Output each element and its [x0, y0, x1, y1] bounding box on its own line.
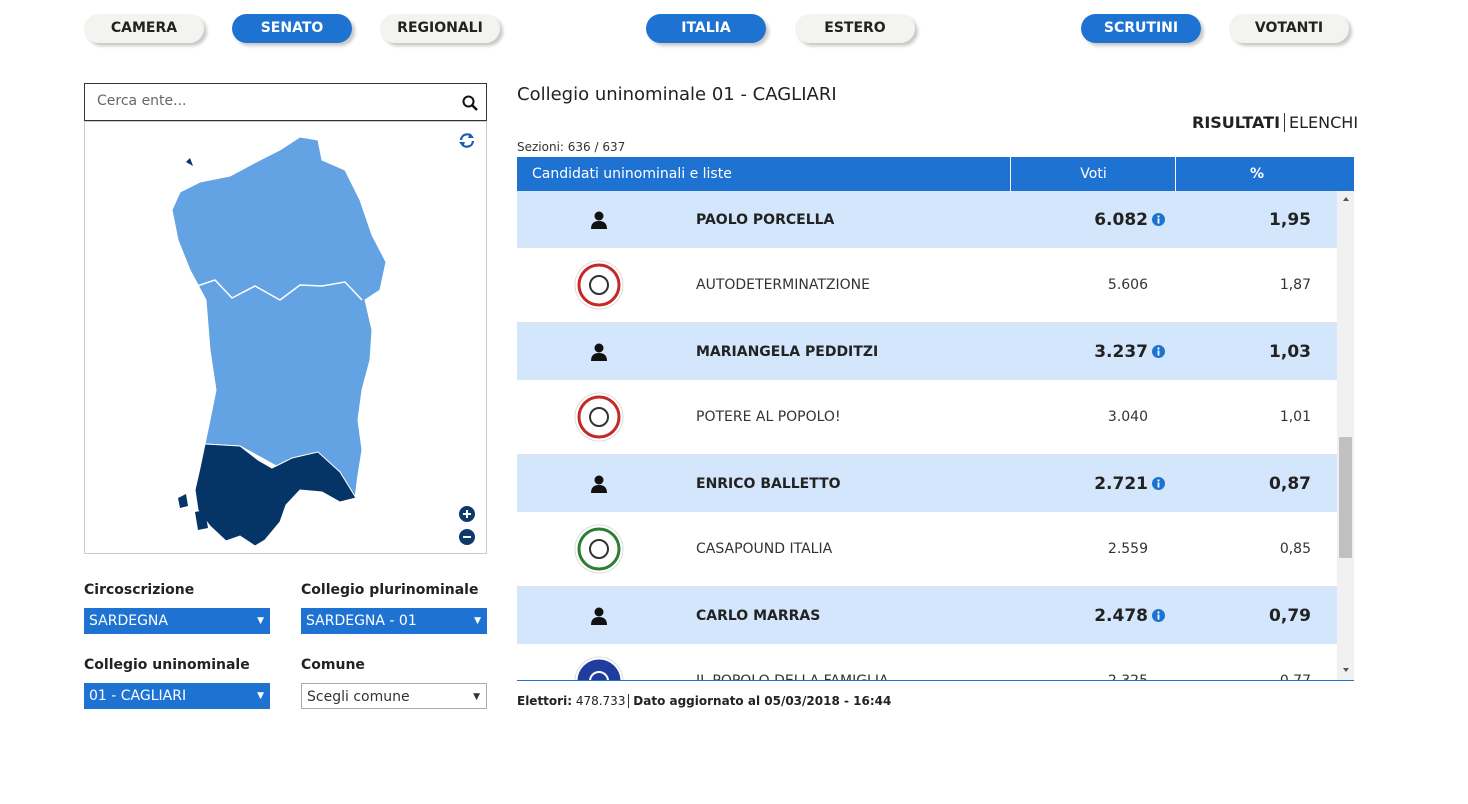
list-votes: 5.606 — [1107, 277, 1148, 293]
nav-tab[interactable]: ITALIA — [646, 14, 766, 43]
search-box[interactable]: Cerca ente... — [84, 83, 487, 121]
scroll-up[interactable] — [1343, 197, 1349, 201]
candidate-name: MARIANGELA PEDDITZI — [696, 343, 879, 360]
electors-label: Elettori: — [517, 694, 572, 708]
filter-label: Collegio uninominale — [84, 657, 250, 673]
candidate-percent: 1,03 — [1269, 341, 1311, 362]
select-arrow: ▼ — [257, 616, 264, 626]
search-icon — [462, 95, 478, 111]
select-value: SARDEGNA - 01 — [306, 613, 417, 629]
view-toggle: RISULTATI ELENCHI — [1192, 113, 1358, 132]
view-tab[interactable]: ELENCHI — [1289, 113, 1359, 132]
info-icon[interactable] — [1148, 477, 1165, 490]
scroll-down[interactable] — [1343, 668, 1349, 672]
select-value: 01 - CAGLIARI — [89, 688, 187, 704]
candidate-row: MARIANGELA PEDDITZI 3.237 1,03 — [517, 323, 1337, 380]
filter-select[interactable]: SARDEGNA - 01 ▼ — [301, 608, 487, 634]
list-row: AUTODETERMINATZIONE 5.606 1,87 — [517, 248, 1337, 323]
sections-count: Sezioni: 636 / 637 — [517, 140, 626, 154]
votes-value: 3.237 — [1094, 341, 1148, 362]
select-value: Scegli comune — [307, 689, 410, 705]
search-placeholder: Cerca ente... — [97, 93, 187, 109]
nav-tab[interactable]: ESTERO — [795, 14, 915, 43]
map-panel — [84, 121, 487, 554]
select-value: SARDEGNA — [89, 613, 168, 629]
filter-select[interactable]: 01 - CAGLIARI ▼ — [84, 683, 270, 709]
filter-label: Comune — [301, 657, 365, 673]
list-row: CASAPOUND ITALIA 2.559 0,85 — [517, 512, 1337, 587]
results-title: Collegio uninominale 01 - CAGLIARI — [517, 84, 837, 105]
filter-select[interactable]: SARDEGNA ▼ — [84, 608, 270, 634]
filter-label: Circoscrizione — [84, 582, 195, 598]
select-arrow: ▼ — [257, 691, 264, 701]
nav-tab[interactable]: REGIONALI — [380, 14, 500, 43]
scrollbar[interactable] — [1337, 191, 1354, 680]
list-logo — [573, 512, 625, 586]
info-icon[interactable] — [1148, 213, 1165, 226]
votes-value: 2.478 — [1094, 605, 1148, 626]
list-name: IL POPOLO DELLA FAMIGLIA — [696, 673, 889, 681]
column-header: Candidati uninominali e liste — [532, 166, 732, 182]
region-border — [196, 279, 363, 301]
nav-tab[interactable]: VOTANTI — [1229, 14, 1349, 43]
filter-label: Collegio plurinominale — [301, 582, 479, 598]
list-percent: 0,77 — [1279, 673, 1311, 681]
select-arrow: ▼ — [474, 616, 481, 626]
candidate-row: CARLO MARRAS 2.478 0,79 — [517, 587, 1337, 644]
info-icon[interactable] — [1148, 345, 1165, 358]
electors: 478.733 — [575, 694, 630, 708]
column-header: % — [1175, 157, 1338, 191]
candidate-percent: 0,87 — [1269, 473, 1311, 494]
candidate-percent: 1,95 — [1269, 209, 1311, 230]
candidate-name: CARLO MARRAS — [696, 607, 821, 624]
candidate-row: ENRICO BALLETTO 2.721 0,87 — [517, 455, 1337, 512]
nav-tab[interactable]: CAMERA — [84, 14, 204, 43]
list-name: POTERE AL POPOLO! — [696, 409, 841, 425]
candidate-votes: 3.237 — [997, 323, 1165, 380]
list-percent: 1,01 — [1279, 409, 1311, 425]
list-votes: 3.040 — [1107, 409, 1148, 425]
list-logo — [573, 380, 625, 454]
list-logo — [573, 644, 625, 680]
candidate-percent: 0,79 — [1269, 605, 1311, 626]
table-header: Candidati uninominali e liste Voti % — [517, 157, 1354, 191]
candidate-icon — [591, 191, 607, 248]
list-row: POTERE AL POPOLO! 3.040 1,01 — [517, 380, 1337, 455]
list-votes: 2.559 — [1107, 541, 1148, 557]
votes-value: 6.082 — [1094, 209, 1148, 230]
candidate-row: PAOLO PORCELLA 6.082 1,95 — [517, 191, 1337, 248]
filter-select[interactable]: Scegli comune ▼ — [301, 683, 487, 709]
candidate-votes: 2.721 — [997, 455, 1165, 512]
candidate-icon — [591, 323, 607, 380]
list-name: AUTODETERMINATZIONE — [696, 277, 870, 293]
candidate-name: PAOLO PORCELLA — [696, 211, 835, 228]
candidate-icon — [591, 455, 607, 512]
votes-value: 2.721 — [1094, 473, 1148, 494]
info-icon[interactable] — [1148, 609, 1165, 622]
view-tab[interactable]: RISULTATI — [1192, 113, 1286, 132]
zoom-in[interactable] — [459, 506, 475, 522]
list-row: IL POPOLO DELLA FAMIGLIA 2.325 0,77 — [517, 644, 1337, 681]
list-percent: 1,87 — [1279, 277, 1311, 293]
column-header: Voti — [1010, 157, 1176, 191]
list-votes: 2.325 — [1107, 673, 1148, 681]
select-arrow: ▼ — [473, 692, 480, 702]
table-body: PAOLO PORCELLA 6.082 1,95 AUTODETERMINATZIO… — [517, 191, 1354, 681]
candidate-name: ENRICO BALLETTO — [696, 475, 841, 492]
footer: Elettori: 478.733 Dato aggiornato al 05/… — [517, 694, 891, 708]
nav-tab[interactable]: SENATO — [232, 14, 352, 43]
candidate-icon — [591, 587, 607, 644]
zoom-out[interactable] — [459, 529, 475, 545]
scroll-thumb[interactable] — [1339, 437, 1352, 558]
list-percent: 0,85 — [1279, 541, 1311, 557]
refresh-icon[interactable] — [459, 133, 475, 148]
updated: Dato aggiornato al 05/03/2018 - 16:44 — [633, 694, 892, 708]
candidate-votes: 6.082 — [997, 191, 1165, 248]
candidate-votes: 2.478 — [997, 587, 1165, 644]
nav-tab[interactable]: SCRUTINI — [1081, 14, 1201, 43]
list-logo — [573, 248, 625, 322]
list-name: CASAPOUND ITALIA — [696, 541, 833, 557]
